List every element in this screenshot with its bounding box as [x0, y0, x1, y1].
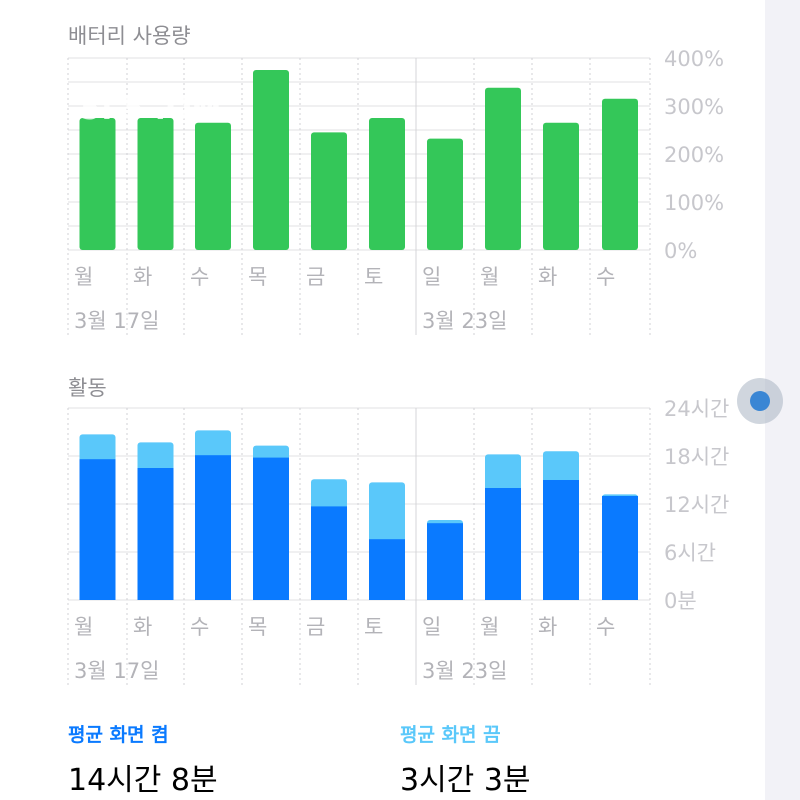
battery-usage-title: 배터리 사용량 — [68, 24, 191, 48]
screen-on-bar — [253, 457, 289, 600]
battery-bar — [195, 122, 231, 250]
activity-chart: 24시간 18시간 12시간 6시간 0분월 화 수 목 금 토 일 월 화 수 3월 17일 3월 23일 — [67, 397, 729, 685]
x-axis-date-label: 3월 17일 — [74, 309, 159, 333]
y-axis-tick-label: 6시간 — [664, 541, 716, 565]
screen-off-label: 평균 화면 끔 — [400, 724, 501, 746]
y-axis-tick-label: 12시간 — [664, 493, 729, 517]
x-axis-day-label: 일 — [422, 265, 441, 289]
x-axis-date-label: 3월 23일 — [422, 659, 507, 683]
screen-off-bar — [543, 451, 579, 484]
battery-bar — [79, 118, 116, 250]
y-axis-tick-label: 0분 — [664, 589, 697, 613]
x-axis-day-label: 금 — [306, 615, 325, 639]
battery-bar — [485, 87, 521, 250]
x-axis-day-label: 수 — [190, 615, 209, 639]
battery-bar — [311, 132, 347, 250]
screen-on-bar — [195, 455, 231, 600]
chart-scrubber-handle[interactable] — [737, 378, 783, 424]
battery-bar — [543, 122, 579, 250]
battery-bar — [427, 138, 463, 250]
battery-usage-chart: 400% 300% 200% 100% 0% 월 화 수 목 금 토 일 월 화 수 3월 17일 3월 23일 — [67, 47, 724, 335]
x-axis-day-label: 수 — [596, 265, 615, 289]
scrubber-dot-icon — [750, 391, 770, 411]
screen-off-value: 3시간 3분 — [400, 763, 531, 798]
x-axis-day-label: 월 — [74, 615, 93, 639]
x-axis-day-label: 목 — [248, 265, 267, 289]
x-axis-day-label: 월 — [74, 265, 93, 289]
screen-on-label: 평균 화면 켬 — [68, 724, 169, 746]
screen-off-bar — [79, 434, 116, 464]
x-axis-day-label: 일 — [422, 615, 441, 639]
screen-off-bar — [311, 479, 347, 511]
y-axis-tick-label: 400% — [664, 47, 724, 71]
y-axis-tick-label: 18시간 — [664, 445, 729, 469]
x-axis-day-label: 화 — [133, 265, 152, 289]
activity-title: 활동 — [68, 376, 107, 400]
x-axis-day-label: 토 — [364, 265, 383, 289]
screen-on-bar — [602, 496, 638, 600]
battery-bar — [137, 118, 174, 250]
y-axis-tick-label: 24시간 — [664, 397, 729, 421]
y-axis-tick-label: 100% — [664, 191, 724, 215]
x-axis-day-label: 수 — [596, 615, 615, 639]
screen-on-bar — [79, 459, 116, 600]
x-axis-day-label: 월 — [480, 615, 499, 639]
screen-off-bar — [137, 442, 174, 472]
battery-bar — [602, 98, 638, 250]
x-axis-date-label: 3월 17일 — [74, 659, 159, 683]
screen-off-bar — [195, 430, 231, 460]
screen-on-bar — [543, 480, 579, 600]
y-axis-tick-label: 300% — [664, 95, 724, 119]
x-axis-day-label: 화 — [538, 615, 557, 639]
screen-on-bar — [369, 539, 405, 600]
x-axis-day-label: 수 — [190, 265, 209, 289]
screen-on-bar — [427, 523, 463, 600]
x-axis-day-label: 월 — [480, 265, 499, 289]
x-axis-day-label: 화 — [133, 615, 152, 639]
x-axis-day-label: 목 — [248, 615, 267, 639]
y-axis-tick-label: 0% — [664, 239, 697, 263]
screen-on-value: 14시간 8분 — [68, 763, 218, 798]
battery-bar — [253, 70, 289, 250]
screen-on-bar — [311, 506, 347, 600]
x-axis-date-label: 3월 23일 — [422, 309, 507, 333]
overlay-time-text: 5: 5 .OM — [80, 92, 222, 127]
screen-on-bar — [137, 468, 174, 600]
y-axis-tick-label: 200% — [664, 143, 724, 167]
battery-usage-card: 배터리 사용량 400% 300% 200% 100% 0% 월 화 수 목 금 토 일 월 화 수 3월 1… — [0, 0, 765, 800]
screen-on-bar — [485, 488, 521, 600]
battery-bar — [369, 118, 405, 250]
screen-off-bar — [369, 482, 405, 544]
x-axis-day-label: 금 — [306, 265, 325, 289]
x-axis-day-label: 화 — [538, 265, 557, 289]
x-axis-day-label: 토 — [364, 615, 383, 639]
screen-off-bar — [485, 454, 521, 492]
